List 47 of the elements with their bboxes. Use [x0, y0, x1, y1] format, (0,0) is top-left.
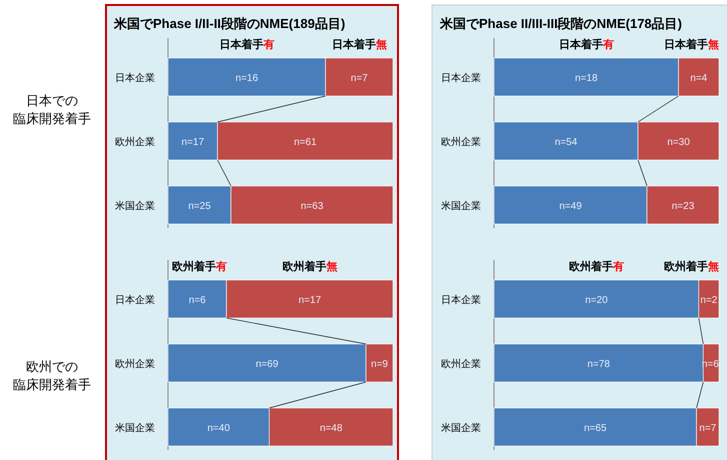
y-axis-title: 日本での臨床開発着手	[13, 93, 91, 126]
series-label: 日本着手有	[219, 38, 274, 51]
annotation: n=17	[298, 295, 322, 306]
series-label: 日本着手有	[558, 38, 614, 51]
annotation: n=9	[371, 359, 388, 370]
series-label: 欧州着手無	[282, 260, 338, 273]
y-axis-title: 欧州での臨床開発着手	[13, 359, 91, 392]
annotation: n=78	[587, 359, 610, 370]
y-tick-label: 日本企業	[115, 72, 155, 84]
annotation: n=25	[188, 201, 212, 212]
annotation: n=2	[700, 295, 718, 306]
annotation: n=4	[690, 73, 708, 84]
annotation: n=48	[320, 423, 343, 434]
annotation: n=17	[181, 137, 204, 148]
annotation: n=7	[699, 423, 717, 434]
y-tick-label: 日本企業	[441, 72, 481, 84]
series-label: 欧州着手有	[172, 260, 227, 273]
annotation: n=6	[188, 295, 206, 306]
annotation: n=63	[300, 201, 324, 212]
series-label: 欧州着手有	[568, 260, 624, 273]
annotation: n=20	[585, 295, 608, 306]
y-tick-label: 米国企業	[441, 422, 481, 434]
annotation: n=49	[559, 201, 582, 212]
annotation: n=61	[294, 137, 317, 148]
y-tick-label: 米国企業	[441, 200, 481, 212]
annotation: n=16	[235, 73, 258, 84]
y-tick-label: 日本企業	[115, 294, 155, 306]
y-tick-label: 米国企業	[115, 200, 155, 212]
annotation: n=69	[256, 359, 279, 370]
y-tick-label: 欧州企業	[441, 136, 481, 148]
annotation: n=7	[350, 73, 368, 84]
y-tick-label: 欧州企業	[115, 136, 155, 148]
series-label: 日本着手無	[332, 38, 387, 51]
y-tick-label: 日本企業	[441, 294, 481, 306]
annotation: n=40	[207, 423, 230, 434]
y-tick-label: 米国企業	[115, 422, 155, 434]
y-tick-label: 欧州企業	[441, 358, 481, 370]
series-label: 欧州着手無	[664, 260, 719, 273]
y-tick-label: 欧州企業	[115, 358, 155, 370]
series-label: 日本着手無	[664, 38, 719, 51]
chart-title: 米国でPhase II/III-III段階のNME(178品目)	[439, 16, 682, 31]
annotation: n=65	[584, 423, 607, 434]
annotation: n=18	[574, 73, 598, 84]
annotation: n=23	[672, 201, 695, 212]
annotation: n=54	[554, 137, 578, 148]
chart-title: 米国でPhase I/II-II段階のNME(189品目)	[113, 16, 346, 31]
annotation: n=30	[667, 137, 690, 148]
